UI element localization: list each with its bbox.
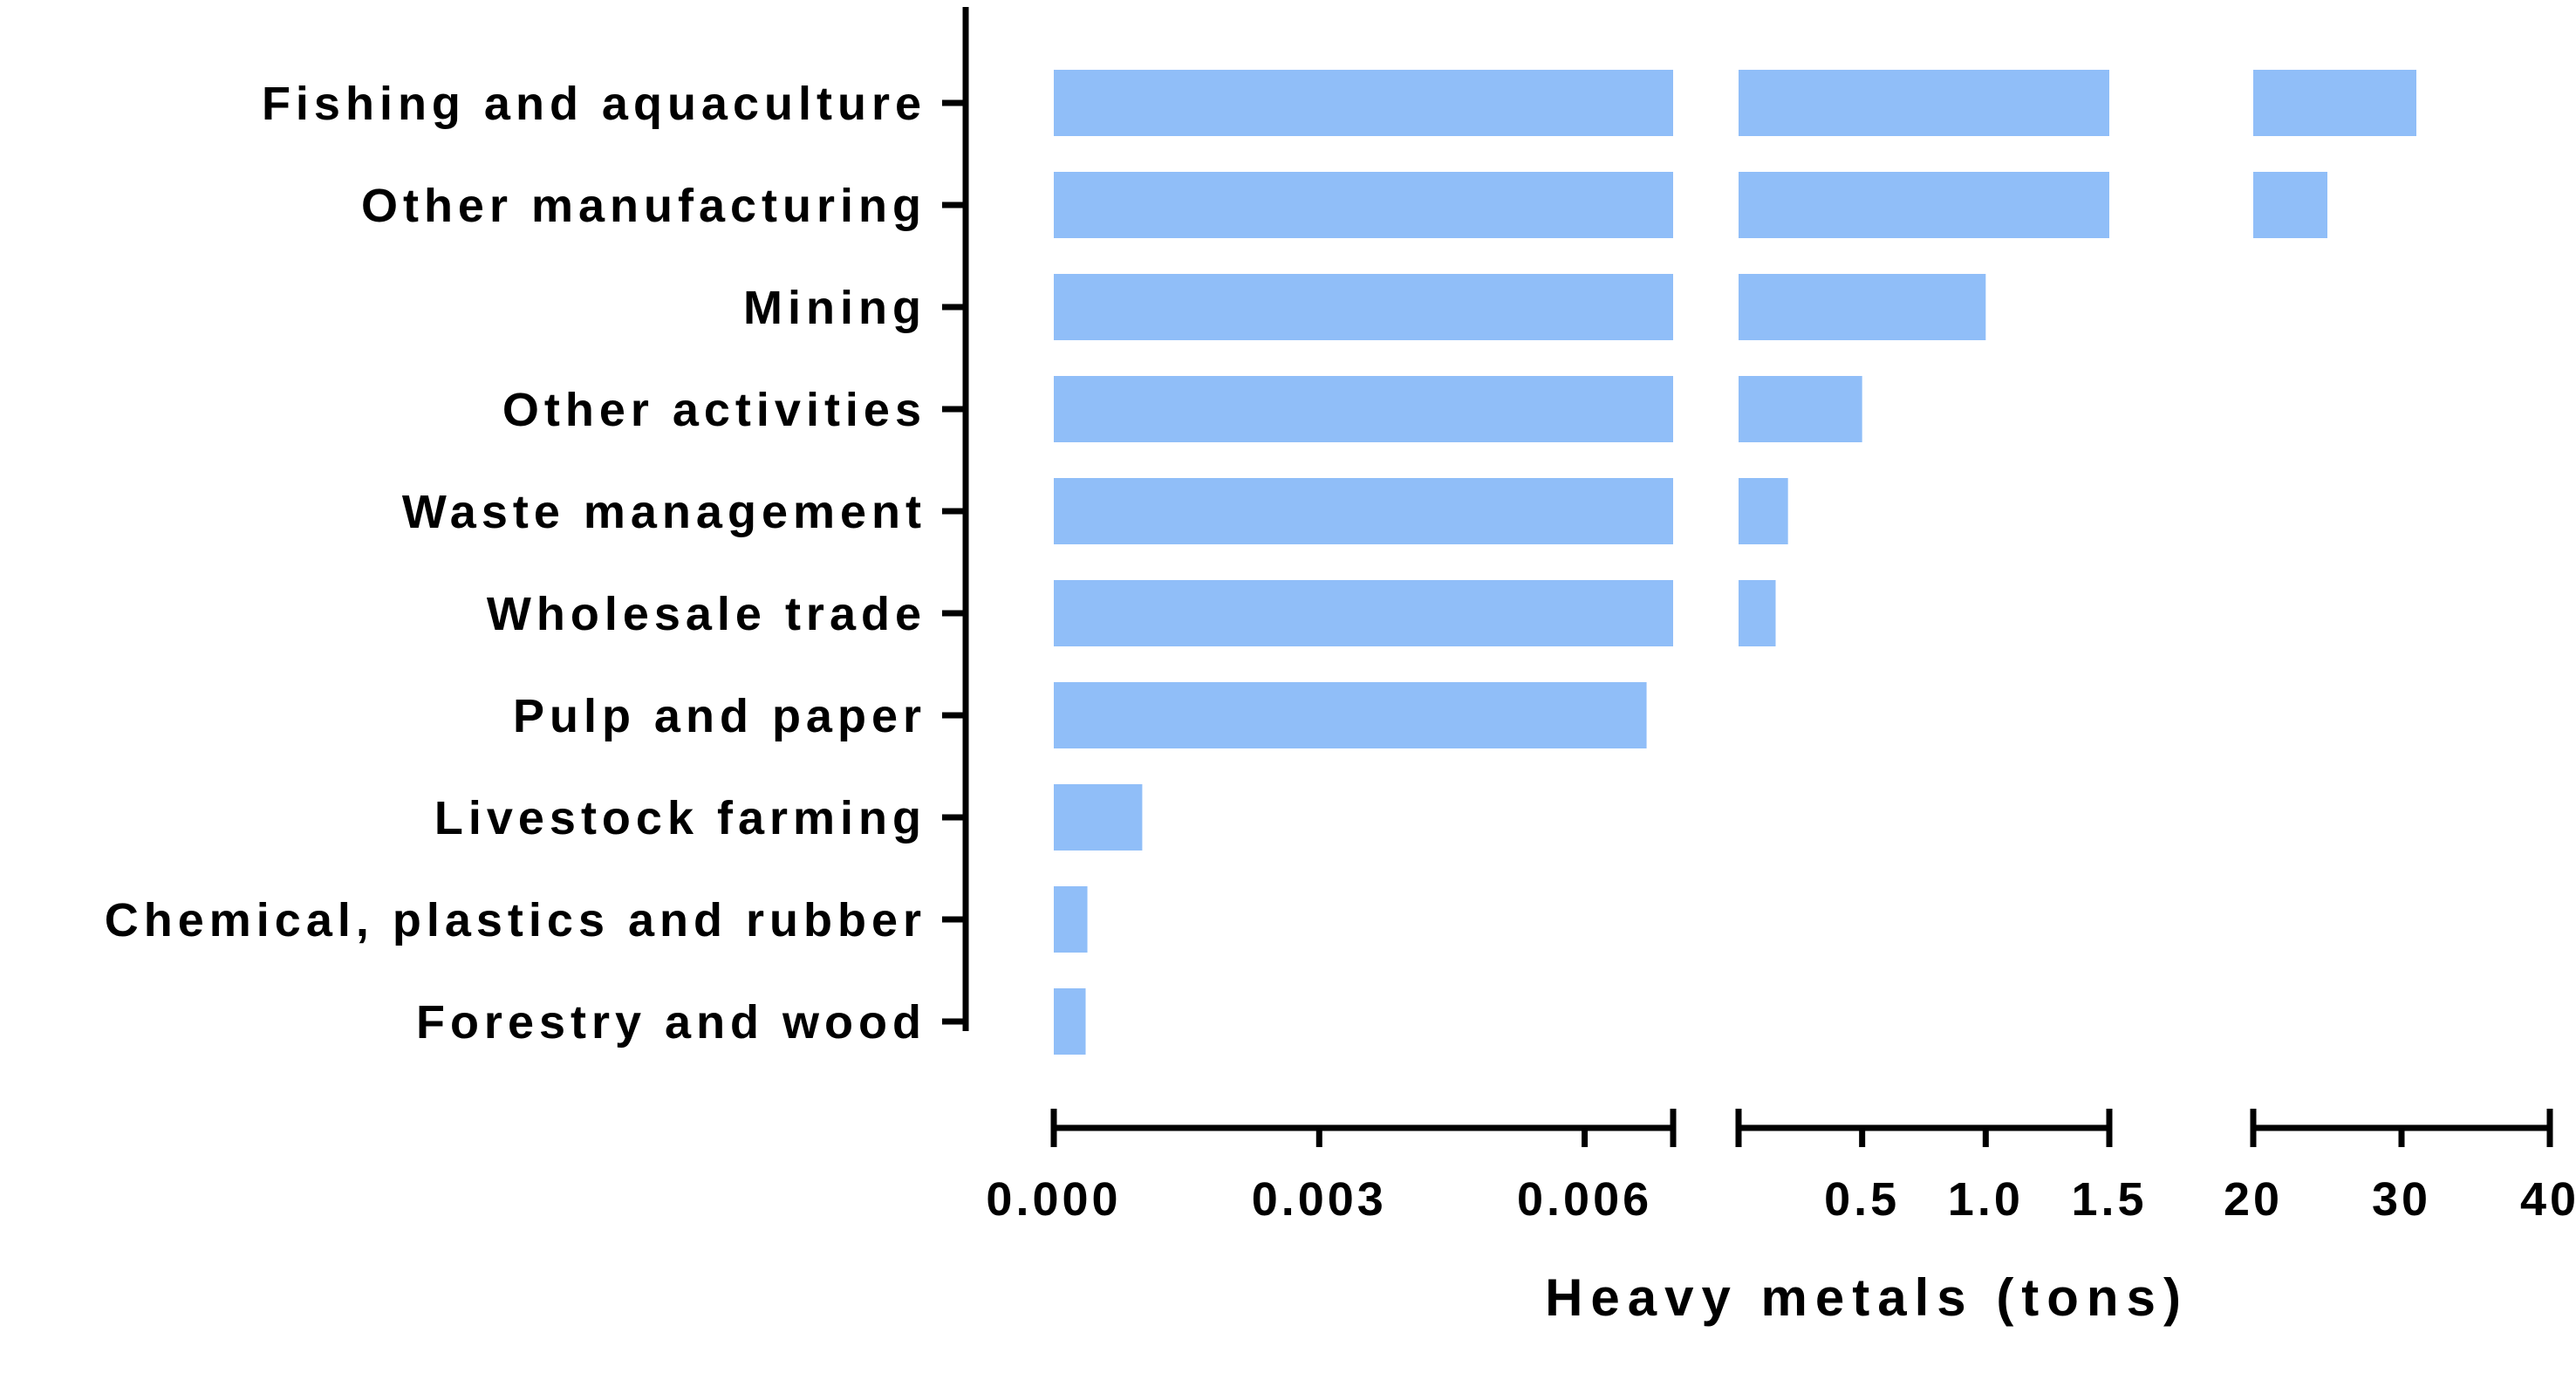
x-tick-label-0-0: 0.000	[986, 1173, 1121, 1226]
x-tick-label-0-2: 0.006	[1517, 1173, 1652, 1226]
bar-4-seg-1	[1739, 478, 1788, 544]
bar-0-seg-0	[1054, 70, 1673, 136]
bar-7-seg-0	[1054, 784, 1143, 851]
bar-5-seg-1	[1739, 580, 1776, 646]
bar-3-seg-0	[1054, 376, 1673, 442]
bar-3-seg-1	[1739, 376, 1862, 442]
bar-4-seg-0	[1054, 478, 1673, 544]
category-labels-group: Fishing and aquaculture Other manufacturi…	[105, 78, 926, 1049]
bar-1-seg-1	[1739, 172, 2109, 238]
x-tick-label-1-2: 1.5	[2071, 1173, 2147, 1226]
bar-9-seg-0	[1054, 988, 1086, 1055]
category-label-1: Other manufacturing	[361, 180, 926, 232]
x-tick-label-2-2: 40	[2520, 1173, 2576, 1226]
category-label-2: Mining	[743, 282, 926, 334]
y-axis	[942, 7, 969, 1031]
x-tick-label-2-1: 30	[2372, 1173, 2431, 1226]
x-tick-label-1-0: 0.5	[1824, 1173, 1900, 1226]
bar-0-seg-1	[1739, 70, 2109, 136]
x-tick-label-1-1: 1.0	[1948, 1173, 2024, 1226]
x-tick-label-0-1: 0.003	[1252, 1173, 1387, 1226]
category-label-8: Chemical, plastics and rubber	[105, 894, 926, 946]
x-tick-label-2-0: 20	[2224, 1173, 2283, 1226]
bar-5-seg-0	[1054, 580, 1673, 646]
x-axis-title: Heavy metals (tons)	[1545, 1268, 2189, 1327]
bar-8-seg-0	[1054, 886, 1088, 953]
bar-6-seg-0	[1054, 682, 1647, 748]
category-label-6: Pulp and paper	[513, 690, 926, 742]
x-axis: 0.000 0.003 0.006 0.5 1.0 1.5 20 30 40	[986, 1109, 2576, 1226]
bars-group	[1054, 70, 2416, 1055]
category-label-3: Other activities	[502, 384, 926, 436]
bar-0-seg-2	[2253, 70, 2416, 136]
bar-1-seg-0	[1054, 172, 1673, 238]
category-label-7: Livestock farming	[434, 792, 926, 844]
category-label-5: Wholesale trade	[487, 588, 926, 640]
category-label-0: Fishing and aquaculture	[262, 78, 926, 130]
bar-2-seg-1	[1739, 274, 1986, 340]
category-label-9: Forestry and wood	[416, 996, 926, 1049]
bar-1-seg-2	[2253, 172, 2327, 238]
bar-2-seg-0	[1054, 274, 1673, 340]
category-label-4: Waste management	[402, 486, 926, 538]
